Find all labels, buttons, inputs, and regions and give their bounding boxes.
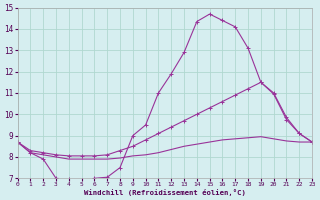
X-axis label: Windchill (Refroidissement éolien,°C): Windchill (Refroidissement éolien,°C) <box>84 189 246 196</box>
